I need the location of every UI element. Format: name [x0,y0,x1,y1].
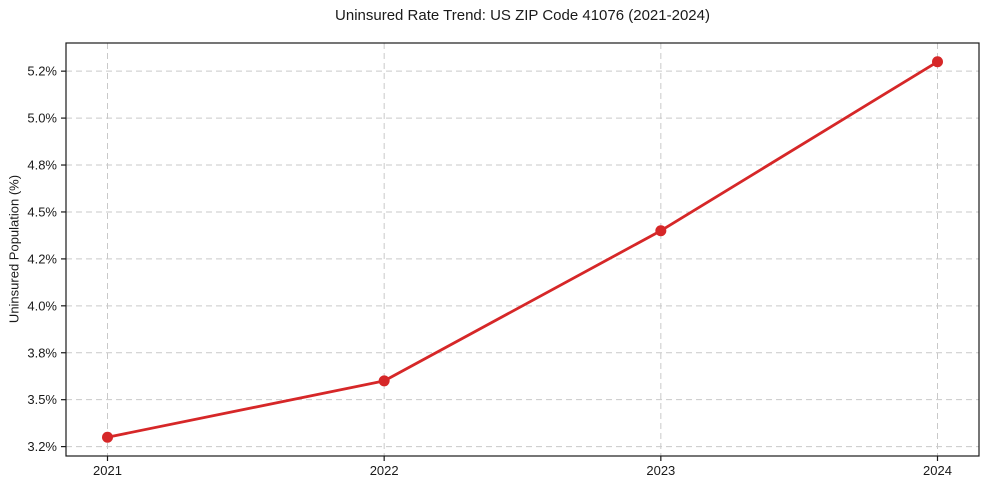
y-tick-label: 4.0% [27,298,57,313]
data-point [102,431,113,443]
trend-line [106,60,939,439]
y-tick-label: 5.0% [27,111,57,126]
x-tick-label: 2024 [923,463,952,478]
y-tick-label: 4.8% [27,158,57,173]
x-tick-label: 2022 [370,463,399,478]
x-tick-label: 2021 [93,463,122,478]
data-point [378,375,390,387]
y-tick-label: 5.2% [27,64,57,79]
y-tick-label: 3.2% [27,439,57,454]
axes-border [65,42,980,457]
x-tick-label: 2023 [646,463,675,478]
y-tick-label: 3.5% [27,392,57,407]
y-tick-label: 3.8% [27,345,57,360]
y-tick-label: 4.5% [27,204,57,219]
data-point [932,56,943,68]
y-tick-label: 4.2% [27,251,57,266]
chart-title: Uninsured Rate Trend: US ZIP Code 41076 … [335,7,710,24]
data-point [655,225,667,237]
